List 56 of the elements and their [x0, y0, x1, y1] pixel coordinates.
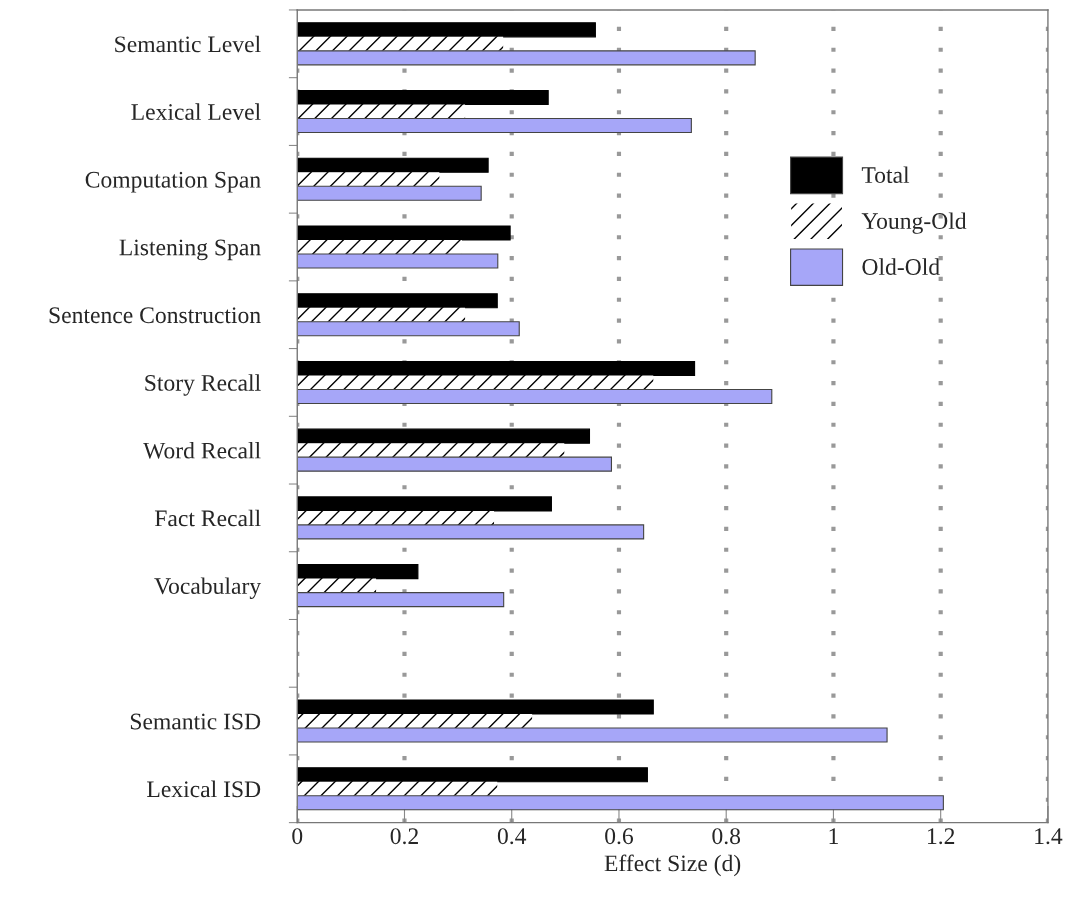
y-tick-label: Word Recall — [143, 441, 261, 459]
x-tick-label: 1.4 — [1035, 828, 1063, 845]
y-tick-label: Sentence Construction — [49, 307, 261, 324]
bar — [297, 50, 756, 66]
bar — [297, 240, 462, 254]
bar — [297, 388, 773, 404]
bar — [297, 307, 466, 322]
y-tick-label: Lexical ISD — [147, 780, 261, 798]
bar — [297, 524, 645, 540]
bar — [297, 428, 591, 444]
bar — [297, 253, 499, 269]
bar — [297, 225, 511, 241]
bar — [297, 767, 648, 783]
bar — [297, 592, 505, 608]
bar — [297, 117, 692, 134]
y-tick-label: Semantic Level — [115, 35, 261, 53]
bar — [297, 185, 482, 201]
bar — [297, 375, 654, 390]
bar — [297, 564, 419, 580]
y-tick-label: Semantic ISD — [130, 713, 261, 730]
bar — [297, 293, 498, 309]
bar — [297, 321, 520, 337]
bar — [297, 104, 466, 119]
bar — [297, 360, 696, 377]
x-tick-label: 0.2 — [390, 828, 418, 845]
bar — [297, 727, 888, 743]
legend-label: Old-Old — [862, 258, 940, 275]
bar — [297, 510, 495, 525]
bar — [297, 795, 944, 811]
bar — [297, 22, 596, 38]
x-axis-title: Effect Size (d) — [604, 854, 741, 877]
y-tick-label: Computation Span — [85, 171, 261, 193]
y-tick-label: Listening Span — [119, 239, 261, 261]
bar — [297, 699, 654, 715]
y-tick-label: Fact Recall — [154, 509, 261, 527]
bar — [297, 157, 489, 173]
bar — [297, 578, 377, 593]
x-tick-label: 1 — [829, 828, 838, 844]
bar — [297, 456, 613, 472]
x-tick-label: 0.4 — [497, 828, 527, 845]
y-tick-label: Lexical Level — [131, 103, 261, 120]
bar — [297, 172, 440, 187]
bar — [297, 496, 552, 512]
legend-label: Total — [861, 166, 910, 184]
x-tick-label: 0.6 — [605, 828, 634, 845]
x-tick-label: 1.2 — [928, 828, 955, 845]
legend-label: Young-Old — [861, 212, 967, 234]
bar — [297, 36, 504, 51]
bar — [297, 714, 533, 729]
x-tick-label: 0 — [292, 828, 303, 845]
bar — [297, 443, 565, 458]
x-tick-label: 0.8 — [712, 828, 741, 845]
bar — [297, 90, 549, 106]
bar — [297, 781, 498, 796]
y-tick-label: Story Recall — [145, 374, 261, 396]
y-tick-label: Vocabulary — [154, 577, 262, 599]
